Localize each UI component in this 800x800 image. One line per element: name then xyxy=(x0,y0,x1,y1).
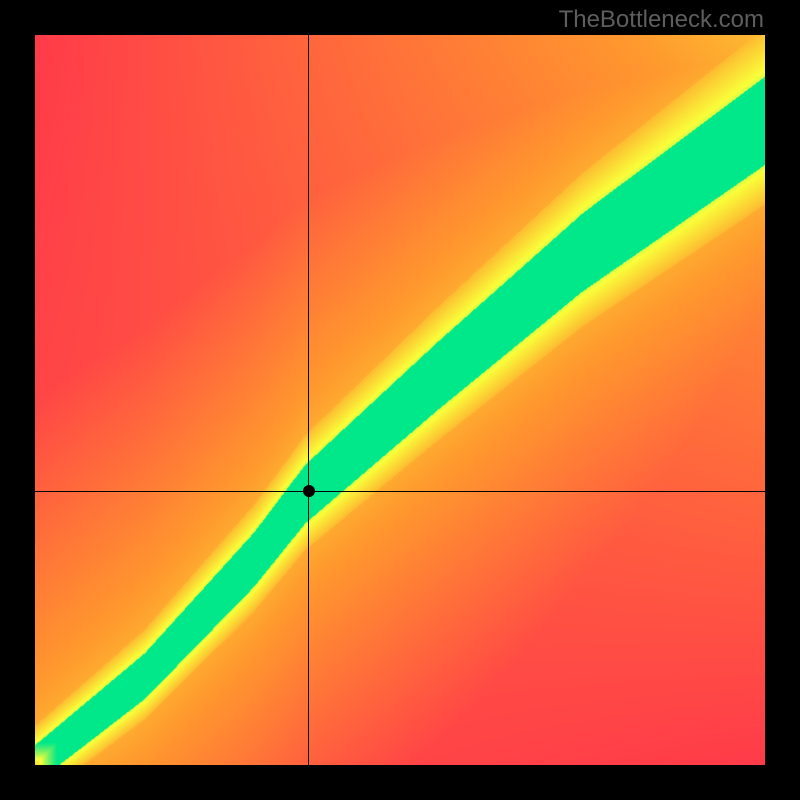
heatmap-canvas xyxy=(35,35,765,765)
watermark-text: TheBottleneck.com xyxy=(559,6,764,34)
crosshair-horizontal xyxy=(35,491,765,492)
crosshair-vertical xyxy=(308,35,309,765)
crosshair-marker xyxy=(303,485,315,497)
heatmap-plot xyxy=(35,35,765,765)
